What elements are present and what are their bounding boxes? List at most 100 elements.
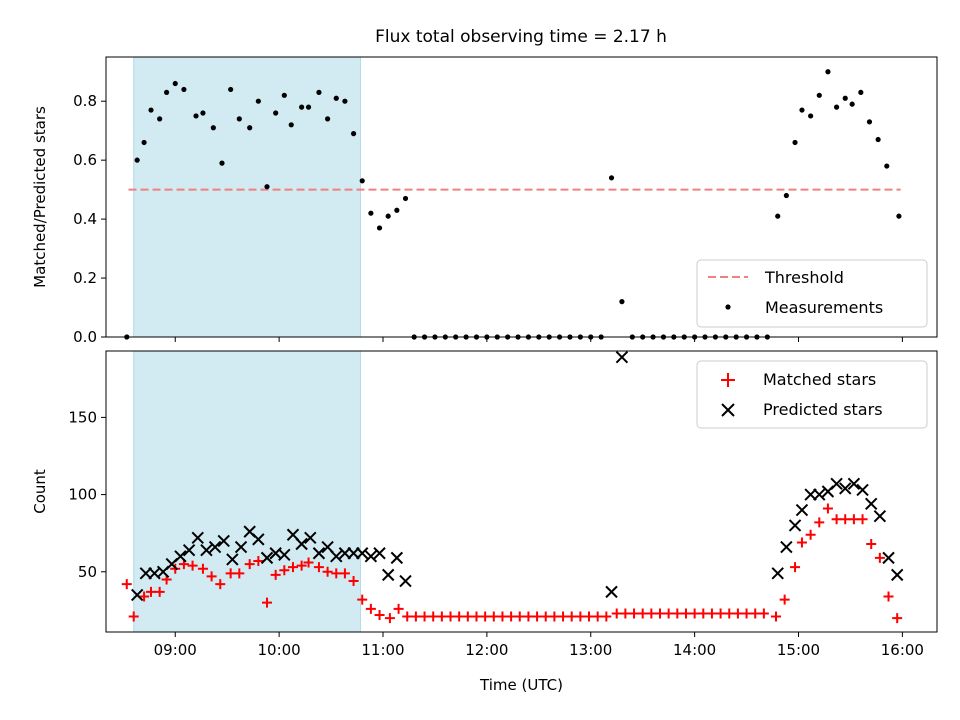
measurement-point <box>775 213 781 219</box>
y-tick-label: 0.4 <box>73 210 97 228</box>
matched-star-point <box>611 608 622 619</box>
measurement-point <box>884 163 890 169</box>
measurement-point <box>210 125 216 131</box>
predicted-star-point <box>847 477 861 490</box>
matched-star-point <box>419 611 430 622</box>
ratio-panel: 0.00.20.40.60.8 Matched/Predicted stars … <box>31 56 938 346</box>
matched-star-point <box>883 591 894 602</box>
matched-star-point <box>831 514 842 525</box>
predicted-star-point <box>830 477 843 490</box>
measurement-point <box>808 113 814 119</box>
legend-predicted-swatch <box>721 403 735 417</box>
measurement-point <box>264 184 270 190</box>
matched-star-point <box>523 611 534 622</box>
matched-star-point <box>287 562 298 573</box>
matched-star-point <box>296 560 307 571</box>
legend-box <box>696 259 928 328</box>
predicted-star-point <box>278 548 291 562</box>
matched-star-point <box>814 517 825 528</box>
ratio-legend: Threshold Measurements <box>696 259 928 328</box>
matched-star-point <box>253 555 264 566</box>
measurement-point <box>385 213 391 219</box>
predicted-star-point <box>873 509 887 523</box>
y-tick-label: 150 <box>68 408 97 426</box>
predicted-star-point <box>208 540 222 554</box>
measurement-point <box>394 207 400 213</box>
measurement-point <box>376 225 383 231</box>
ratio-y-axis-label: Matched/Predicted stars <box>31 106 49 288</box>
matched-star-point <box>322 566 333 577</box>
measurement-point <box>141 139 147 146</box>
matched-star-point <box>848 514 859 525</box>
matched-star-point <box>741 608 752 619</box>
matched-star-point <box>514 611 525 622</box>
matched-star-point <box>121 579 132 590</box>
count-axes-frame <box>105 350 938 633</box>
matched-star-point <box>558 611 569 622</box>
predicted-star-point <box>330 550 343 563</box>
measurement-point <box>247 125 253 131</box>
matched-star-point <box>637 608 648 619</box>
legend-matched-label: Matched stars <box>763 370 876 389</box>
matched-star-point <box>715 608 726 619</box>
observing-window-shade <box>133 56 361 338</box>
measurement-point <box>157 116 163 122</box>
measurement-point <box>163 89 170 95</box>
matched-star-point <box>197 563 208 574</box>
predicted-star-point <box>856 483 869 497</box>
matched-star-point <box>303 557 314 568</box>
measurement-point <box>368 210 374 216</box>
measurement-point <box>825 69 831 75</box>
matched-star-point <box>365 603 376 614</box>
predicted-star-point <box>234 540 248 554</box>
observing-window-shade <box>133 350 361 633</box>
predicted-star-point <box>381 568 395 582</box>
matched-star-point <box>331 568 342 579</box>
matched-star-point <box>680 608 691 619</box>
matched-star-point <box>244 559 255 570</box>
matched-star-point <box>262 597 273 608</box>
predicted-star-point <box>373 547 386 560</box>
predicted-star-point <box>200 543 213 557</box>
matched-star-point <box>402 611 413 622</box>
measurement-point <box>181 86 187 93</box>
predicted-star-point <box>130 588 144 602</box>
measurement-point <box>842 95 848 101</box>
x-tick-label: 09:00 <box>154 641 197 659</box>
matched-star-point <box>384 613 395 624</box>
count-legend: Matched stars Predicted stars <box>696 360 928 429</box>
x-tick-label: 12:00 <box>465 641 508 659</box>
matched-star-point <box>840 514 851 525</box>
x-tick-label: 16:00 <box>881 641 924 659</box>
x-tick-label: 13:00 <box>569 641 612 659</box>
measurement-point <box>148 107 154 113</box>
matched-star-point <box>471 611 482 622</box>
predicted-star-point <box>364 550 378 563</box>
matched-star-point <box>128 611 139 622</box>
matched-star-point <box>796 537 807 548</box>
count-panel: 50 100 150 09:00 10:00 11:00 12:00 13:00 14:00 1… <box>31 350 938 694</box>
matched-star-point <box>706 608 717 619</box>
measurement-point <box>228 86 234 93</box>
y-tick-label: 100 <box>68 486 97 504</box>
predicted-star-point <box>356 547 369 560</box>
predicted-star-point <box>260 551 274 565</box>
measurement-point <box>325 116 331 122</box>
matched-star-point <box>339 568 350 579</box>
count-y-axis-label: Count <box>31 469 49 514</box>
predicted-star-point <box>390 551 404 565</box>
measurement-point <box>281 92 287 98</box>
observing-window <box>133 350 361 633</box>
ratio-axes-frame <box>105 56 938 338</box>
measurement-point <box>783 192 789 199</box>
predicted-star-point <box>304 531 317 545</box>
matched-star-point <box>566 611 577 622</box>
measurement-point <box>833 104 840 110</box>
measurement-point <box>273 110 279 116</box>
count-data <box>121 350 904 624</box>
predicted-star-point <box>399 574 412 588</box>
matched-star-point <box>154 586 165 597</box>
measurement-point <box>792 139 798 146</box>
matched-star-point <box>549 611 560 622</box>
